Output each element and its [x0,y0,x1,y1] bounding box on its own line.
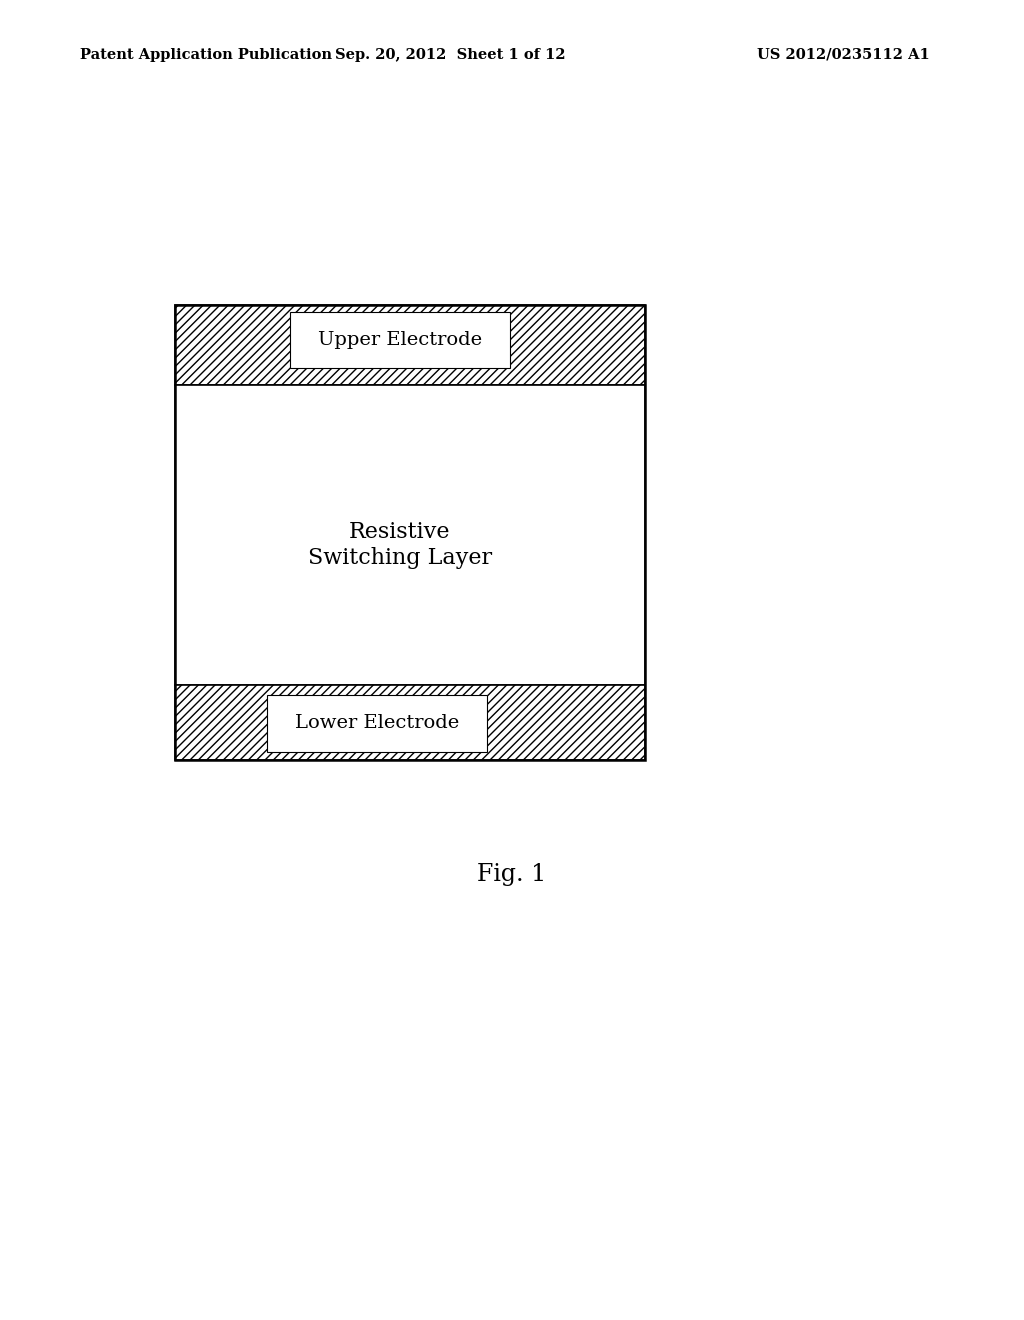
Bar [290,312,510,368]
Bar [175,685,645,760]
Bar [175,305,645,385]
Text: Resistive
Switching Layer: Resistive Switching Layer [308,521,493,569]
Text: Sep. 20, 2012  Sheet 1 of 12: Sep. 20, 2012 Sheet 1 of 12 [335,48,565,62]
Text: Lower Electrode: Lower Electrode [295,714,459,733]
Bar [175,305,645,760]
Text: US 2012/0235112 A1: US 2012/0235112 A1 [758,48,930,62]
Bar [267,696,487,752]
Bar [175,385,645,685]
Text: Patent Application Publication: Patent Application Publication [80,48,332,62]
Text: Upper Electrode: Upper Electrode [317,331,482,348]
Text: Fig. 1: Fig. 1 [477,863,547,887]
